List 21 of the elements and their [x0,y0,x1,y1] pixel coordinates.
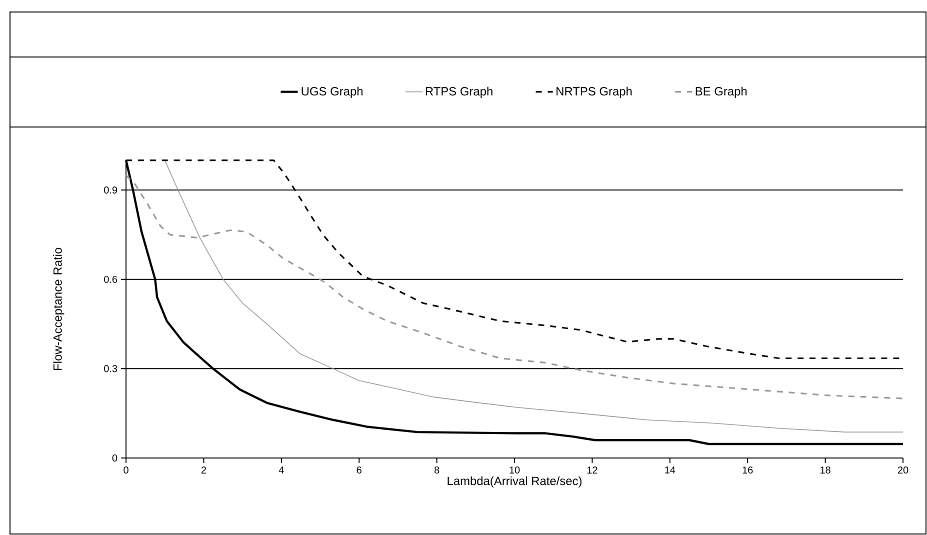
y-axis-title: Flow-Acceptance Ratio [53,248,64,370]
x-tick-label: 16 [742,466,753,474]
x-tick-label: 2 [201,466,206,474]
legend-label: NRTPS Graph [556,86,632,98]
x-tick-label: 6 [356,466,362,474]
x-tick-label: 8 [434,466,440,474]
y-tick-label: 0 [112,454,118,462]
x-tick-label: 12 [587,466,598,474]
y-tick-label: 0.3 [104,365,118,372]
x-tick-label: 14 [665,466,676,474]
x-tick-label: 4 [278,466,284,474]
x-tick-label: 18 [820,466,830,474]
legend-label: UGS Graph [302,86,363,98]
x-axis-title: Lambda(Arrival Rate/sec) [448,476,582,488]
x-tick-label: 10 [510,466,520,474]
legend-label: RTPS Graph [426,86,492,98]
x-tick-label: 0 [124,466,128,474]
x-tick-label: 20 [898,466,908,474]
legend-label: BE Graph [696,86,747,98]
y-tick-label: 0.6 [104,276,118,283]
y-tick-label: 0.9 [104,186,118,194]
